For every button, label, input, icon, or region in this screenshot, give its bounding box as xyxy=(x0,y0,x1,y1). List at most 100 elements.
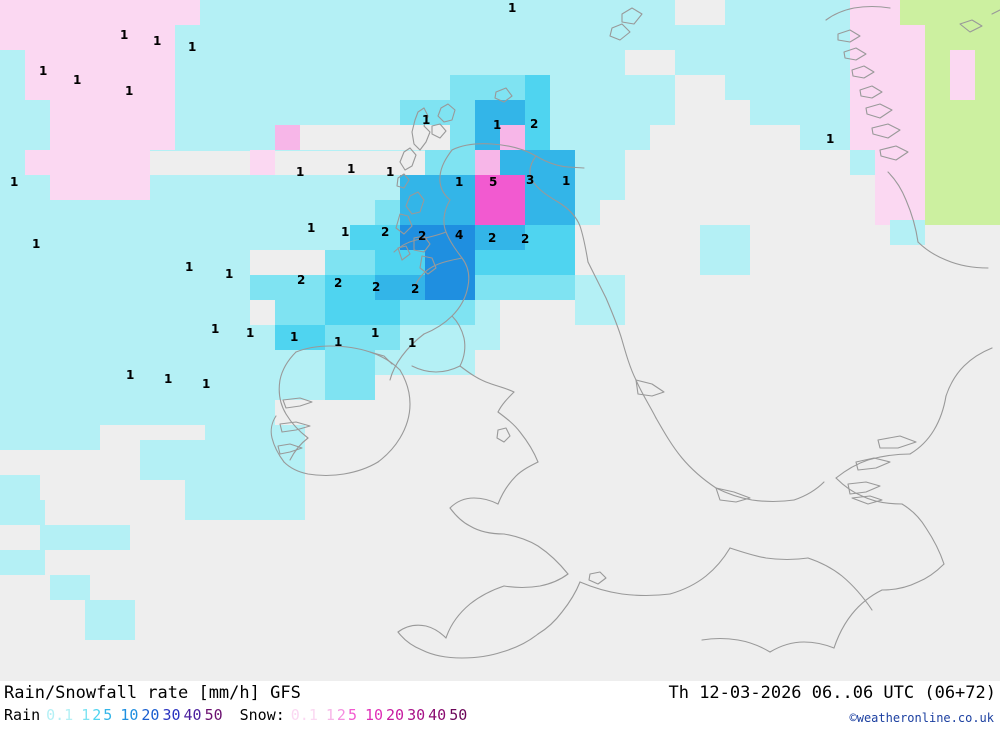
precip-cell xyxy=(700,225,750,275)
scale-step: 40 xyxy=(428,706,447,724)
precip-value-label: 2 xyxy=(334,276,343,290)
precip-cell xyxy=(550,0,675,50)
scale-step: 30 xyxy=(407,706,426,724)
precip-cell xyxy=(475,100,500,125)
precip-cell xyxy=(400,200,475,225)
scale-step: 50 xyxy=(449,706,468,724)
precip-cell xyxy=(725,0,850,25)
precip-cell xyxy=(925,50,950,100)
precip-value-label: 1 xyxy=(188,40,197,54)
precip-cell xyxy=(0,75,25,100)
precip-cell xyxy=(175,25,550,50)
precip-cell xyxy=(675,75,725,100)
precip-cell xyxy=(235,520,275,560)
precip-cell xyxy=(0,525,40,550)
scale-step: 5 xyxy=(347,706,357,724)
precip-cell xyxy=(0,500,45,525)
precip-cell xyxy=(525,200,575,225)
scale-step: 20 xyxy=(141,706,160,724)
precip-value-label: 1 xyxy=(455,175,464,189)
precip-value-label: 1 xyxy=(39,64,48,78)
scale-step: 2 xyxy=(92,706,102,724)
precip-cell xyxy=(275,520,305,560)
precip-value-label: 1 xyxy=(290,330,299,344)
precip-value-label: 1 xyxy=(32,237,41,251)
precip-cell xyxy=(890,220,925,245)
precipitation-map[interactable]: 1 1 1 1 1 1 1 1 1 1 2 2 2 2 1 1 1 1 1 1 2 5 3 1 1 1 2 2 4 2 2 1 1 1 1 1 1 1 1 1… xyxy=(0,0,1000,681)
precip-cell xyxy=(235,560,475,681)
precip-value-label: 1 xyxy=(562,174,571,188)
precip-cell xyxy=(25,75,175,100)
precip-value-label: 2 xyxy=(488,231,497,245)
precip-value-label: 1 xyxy=(211,322,220,336)
precip-cell xyxy=(0,475,40,500)
precip-cell xyxy=(925,100,1000,150)
precip-cell xyxy=(325,350,375,400)
precip-value-label: 2 xyxy=(521,232,530,246)
precip-cell xyxy=(850,150,875,175)
precip-value-label: 1 xyxy=(493,118,502,132)
precip-cell xyxy=(500,100,525,125)
precip-cell xyxy=(305,425,475,450)
precip-value-label: 1 xyxy=(153,34,162,48)
scale-step: 10 xyxy=(120,706,139,724)
precip-cell xyxy=(90,575,235,600)
precip-cell xyxy=(475,275,575,300)
precip-cell xyxy=(550,125,650,150)
precip-value-label: 1 xyxy=(826,132,835,146)
rain-legend-label: Rain xyxy=(4,706,41,724)
precip-cell xyxy=(350,225,400,250)
precip-cell xyxy=(0,125,50,150)
snow-scale-values: 0.1 1 2 5 10 20 30 40 50 xyxy=(291,706,471,724)
precip-cell xyxy=(550,50,625,75)
precip-value-label: 1 xyxy=(296,165,305,179)
precip-cell xyxy=(275,325,325,350)
precip-cell xyxy=(475,175,525,225)
precip-value-label: 1 xyxy=(386,165,395,179)
precip-cell xyxy=(425,150,475,175)
precip-cell xyxy=(450,75,475,125)
copyright-notice: ©weatheronline.co.uk xyxy=(849,711,995,725)
precip-value-label: 1 xyxy=(422,113,431,127)
precip-cell xyxy=(0,450,100,475)
precip-value-label: 1 xyxy=(125,84,134,98)
precip-cell xyxy=(525,75,550,125)
scale-step: 5 xyxy=(103,706,113,724)
precip-value-label: 1 xyxy=(126,368,135,382)
precip-cell xyxy=(675,100,750,125)
precip-value-label: 1 xyxy=(334,335,343,349)
precip-cell xyxy=(425,275,475,300)
precip-cell xyxy=(0,25,175,50)
precip-cell xyxy=(725,75,850,100)
precip-cell xyxy=(0,250,250,325)
precip-cell xyxy=(400,300,475,325)
scale-step: 30 xyxy=(162,706,181,724)
precip-cell xyxy=(600,200,850,225)
precip-value-label: 1 xyxy=(185,260,194,274)
precip-cell xyxy=(175,50,550,75)
precip-cell xyxy=(475,250,575,275)
precip-cell xyxy=(50,100,175,125)
scale-step: 0.1 xyxy=(290,706,318,724)
precip-cell xyxy=(550,75,675,125)
precip-cell xyxy=(475,350,1000,681)
precip-cell xyxy=(325,275,375,300)
precip-cell xyxy=(175,125,275,150)
precip-cell xyxy=(0,0,200,25)
precip-value-label: 3 xyxy=(526,173,535,187)
precip-cell xyxy=(25,50,175,75)
precip-value-label: 2 xyxy=(297,273,306,287)
precip-cell xyxy=(375,275,425,300)
precip-cell xyxy=(275,125,300,150)
precip-cell xyxy=(275,300,325,325)
precip-cell xyxy=(400,100,450,125)
precip-value-label: 1 xyxy=(73,73,82,87)
precip-cell xyxy=(950,50,975,100)
precip-value-label: 1 xyxy=(202,377,211,391)
scale-step: 2 xyxy=(336,706,346,724)
precip-value-label: 1 xyxy=(408,336,417,350)
precip-cell xyxy=(800,125,850,150)
precip-cell xyxy=(400,325,475,350)
precip-cell xyxy=(575,275,625,325)
